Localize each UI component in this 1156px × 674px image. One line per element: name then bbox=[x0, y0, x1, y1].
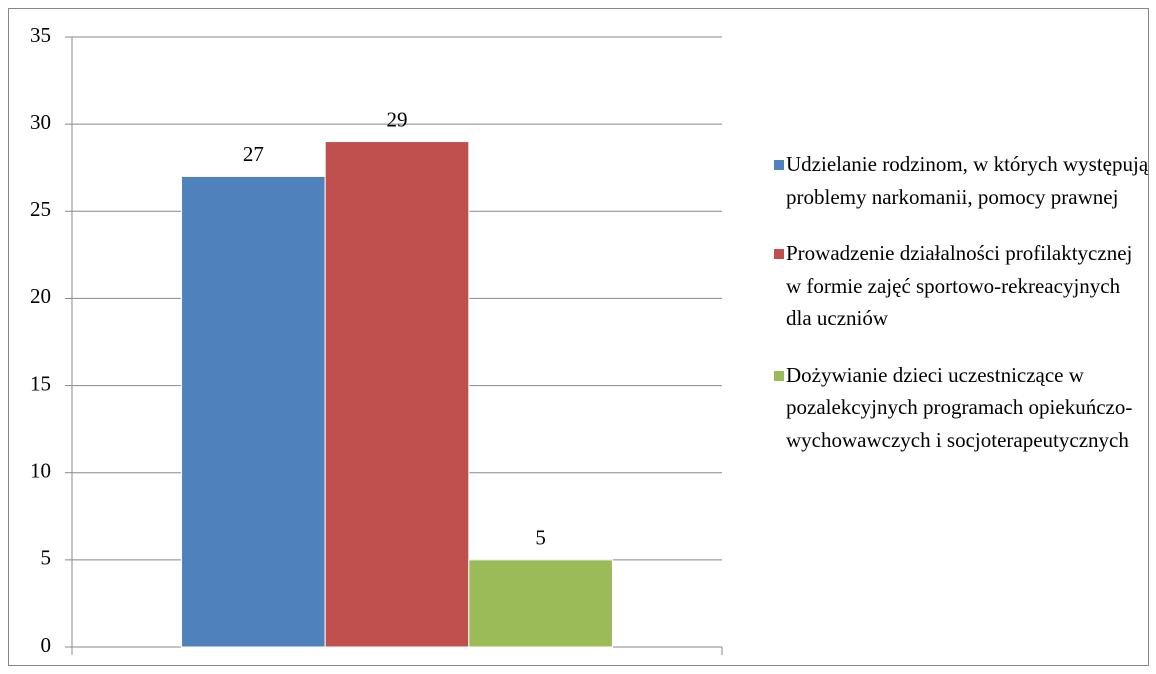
data-label: 27 bbox=[243, 142, 264, 166]
legend: Udzielanie rodzinom, w których występują… bbox=[770, 148, 1150, 480]
chart-frame bbox=[8, 8, 1149, 666]
y-tick-label: 5 bbox=[41, 546, 52, 570]
legend-label: Prowadzenie działalności profilaktycznej… bbox=[786, 241, 1133, 330]
legend-label: Dożywianie dzieci uczestniczące w pozale… bbox=[786, 362, 1133, 452]
y-tick-label: 25 bbox=[30, 197, 51, 221]
data-label: 29 bbox=[387, 107, 408, 131]
y-tick-label: 30 bbox=[30, 110, 51, 134]
bar bbox=[468, 559, 613, 648]
legend-swatch bbox=[774, 160, 784, 170]
legend-entry: Dożywianie dzieci uczestniczące w pozale… bbox=[770, 359, 1150, 457]
y-tick-label: 10 bbox=[30, 459, 51, 483]
legend-label: Udzielanie rodzinom, w których występują… bbox=[786, 152, 1149, 209]
legend-swatch bbox=[774, 370, 784, 381]
legend-entry: Udzielanie rodzinom, w których występują… bbox=[770, 148, 1150, 213]
legend-swatch bbox=[774, 249, 784, 259]
bar bbox=[324, 141, 470, 648]
y-tick-label: 35 bbox=[30, 23, 51, 47]
bar bbox=[181, 175, 326, 648]
data-label: 5 bbox=[535, 526, 546, 550]
y-tick-label: 15 bbox=[30, 371, 51, 395]
y-tick-label: 20 bbox=[30, 284, 51, 308]
y-tick-label: 0 bbox=[41, 633, 52, 657]
legend-entry: Prowadzenie działalności profilaktycznej… bbox=[770, 237, 1150, 335]
